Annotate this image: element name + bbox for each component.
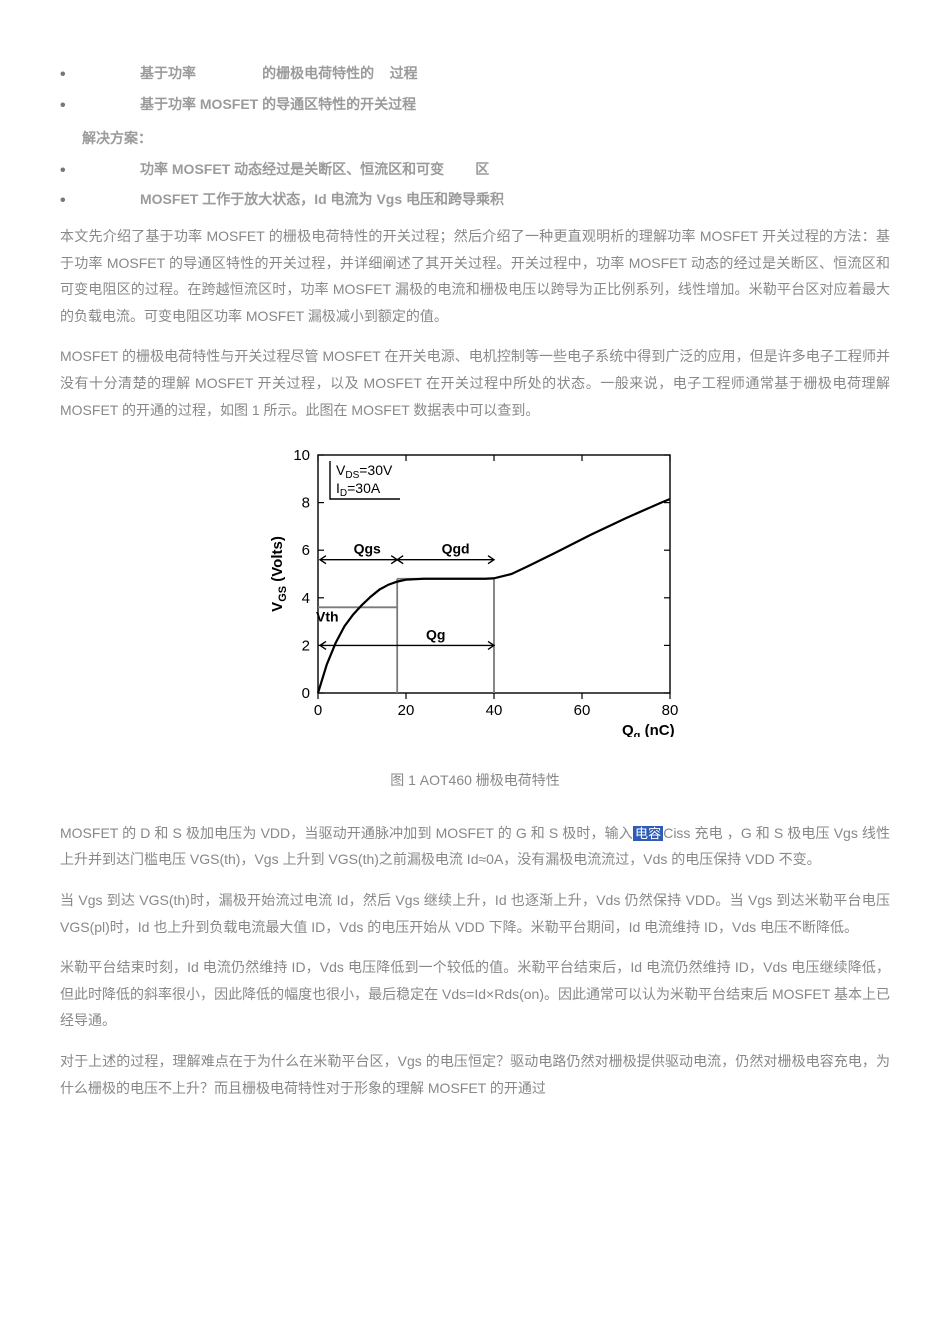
bullet-text: 功率 MOSFET 动态经过是关断区、恒流区和可变 区 bbox=[140, 161, 489, 177]
bullet-text: 基于功率 MOSFET 的导通区特性的开关过程 bbox=[140, 96, 416, 112]
paragraph: 当 Vgs 到达 VGS(th)时，漏极开始流过电流 Id，然后 Vgs 继续上… bbox=[60, 887, 890, 940]
top-bullet-list: 基于功率 的栅极电荷特性的 过程 基于功率 MOSFET 的导通区特性的开关过程 bbox=[60, 60, 890, 117]
paragraph: MOSFET 的 D 和 S 极加电压为 VDD，当驱动开通脉冲加到 MOSFE… bbox=[60, 820, 890, 873]
text-run: MOSFET 的 D 和 S 极加电压为 VDD，当驱动开通脉冲加到 MOSFE… bbox=[60, 825, 633, 841]
bullet-item: 基于功率 的栅极电荷特性的 过程 bbox=[60, 60, 890, 87]
paragraph: 对于上述的过程，理解难点在于为什么在米勒平台区，Vgs 的电压恒定？驱动电路仍然… bbox=[60, 1048, 890, 1101]
svg-text:8: 8 bbox=[302, 495, 310, 512]
svg-text:60: 60 bbox=[574, 702, 591, 719]
svg-text:Qg: Qg bbox=[426, 627, 445, 643]
svg-text:Qgs: Qgs bbox=[354, 541, 381, 557]
paragraph: 米勒平台结束时刻，Id 电流仍然维持 ID，Vds 电压降低到一个较低的值。米勒… bbox=[60, 954, 890, 1034]
bullet-text: MOSFET 工作于放大状态，Id 电流为 Vgs 电压和跨导乘积 bbox=[140, 191, 504, 207]
solution-bullet-list: 功率 MOSFET 动态经过是关断区、恒流区和可变 区 MOSFET 工作于放大… bbox=[60, 156, 890, 213]
svg-text:4: 4 bbox=[302, 590, 310, 607]
gate-charge-chart: 0204060800246810Qg (nC)VGS (Volts)VDS=30… bbox=[60, 437, 890, 737]
bullet-item: MOSFET 工作于放大状态，Id 电流为 Vgs 电压和跨导乘积 bbox=[60, 186, 890, 213]
svg-text:Qg (nC): Qg (nC) bbox=[622, 722, 675, 737]
svg-text:Vth: Vth bbox=[316, 608, 339, 624]
svg-text:20: 20 bbox=[398, 702, 415, 719]
solution-label: 解决方案： bbox=[82, 125, 890, 152]
svg-text:40: 40 bbox=[486, 702, 503, 719]
svg-text:6: 6 bbox=[302, 542, 310, 559]
paragraph: MOSFET 的栅极电荷特性与开关过程尽管 MOSFET 在开关电源、电机控制等… bbox=[60, 343, 890, 423]
capacitor-link[interactable]: 电容 bbox=[633, 826, 663, 841]
svg-text:0: 0 bbox=[314, 702, 322, 719]
svg-text:Qgd: Qgd bbox=[442, 541, 470, 557]
bullet-item: 基于功率 MOSFET 的导通区特性的开关过程 bbox=[60, 91, 890, 118]
svg-text:2: 2 bbox=[302, 638, 310, 655]
svg-text:80: 80 bbox=[662, 702, 679, 719]
figure-caption: 图 1 AOT460 栅极电荷特性 bbox=[60, 767, 890, 794]
bullet-text: 基于功率 bbox=[140, 65, 196, 81]
bullet-item: 功率 MOSFET 动态经过是关断区、恒流区和可变 区 bbox=[60, 156, 890, 183]
svg-text:10: 10 bbox=[293, 447, 310, 464]
paragraph: 本文先介绍了基于功率 MOSFET 的栅极电荷特性的开关过程；然后介绍了一种更直… bbox=[60, 223, 890, 329]
chart-svg: 0204060800246810Qg (nC)VGS (Volts)VDS=30… bbox=[260, 437, 690, 737]
svg-text:0: 0 bbox=[302, 685, 310, 702]
